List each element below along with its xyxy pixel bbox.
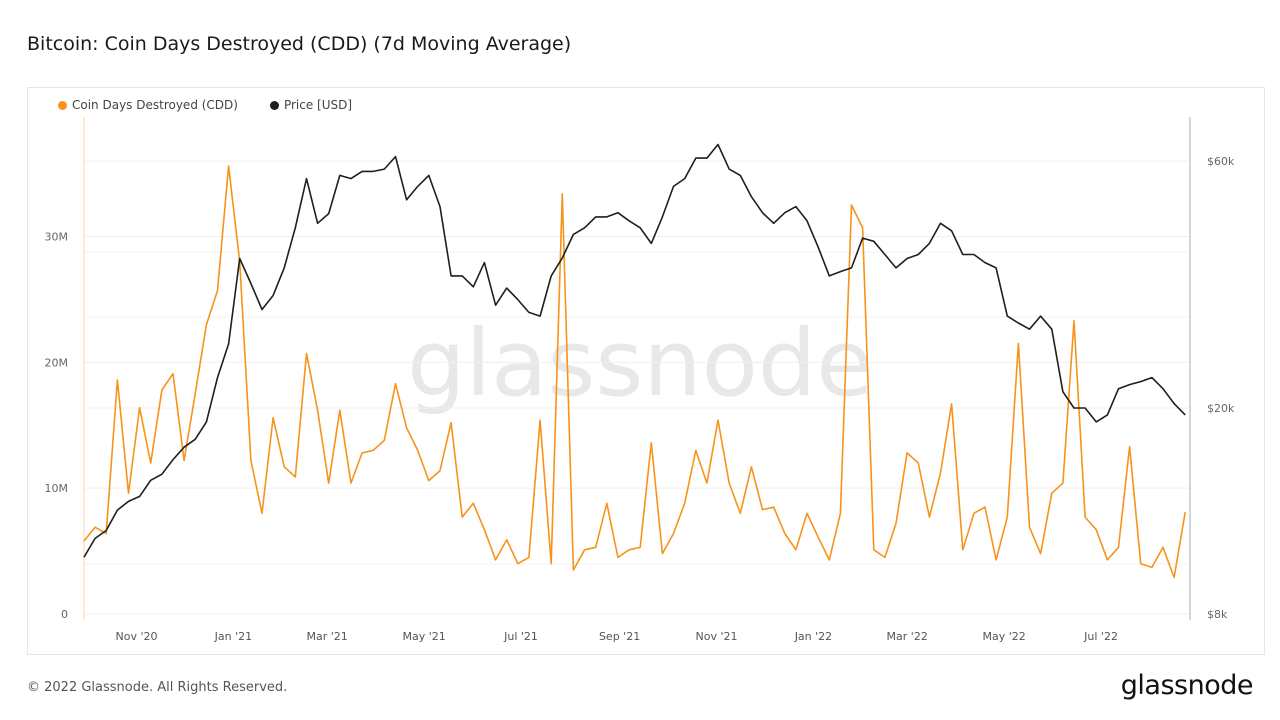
series-line-cdd bbox=[83, 165, 1186, 579]
legend-item-cdd[interactable]: Coin Days Destroyed (CDD) bbox=[58, 98, 238, 112]
y-left-tick-label: 10M bbox=[45, 482, 69, 495]
x-tick-label: Jan '22 bbox=[794, 630, 832, 643]
y-left-tick-label: 0 bbox=[61, 608, 68, 621]
y-left-tick-label: 20M bbox=[45, 356, 69, 369]
legend-label-cdd: Coin Days Destroyed (CDD) bbox=[72, 98, 238, 112]
legend: Coin Days Destroyed (CDD) Price [USD] bbox=[58, 98, 352, 112]
x-tick-label: Jul '22 bbox=[1083, 630, 1118, 643]
y-right-tick-label: $8k bbox=[1207, 608, 1228, 621]
x-tick-label: Sep '21 bbox=[599, 630, 640, 643]
chart-card bbox=[27, 87, 1265, 655]
copyright-footer: © 2022 Glassnode. All Rights Reserved. bbox=[27, 680, 288, 695]
x-tick-label: Mar '22 bbox=[887, 630, 928, 643]
glassnode-logo: glassnode bbox=[1120, 670, 1254, 701]
series-line-price bbox=[83, 143, 1186, 558]
x-tick-label: May '22 bbox=[982, 630, 1025, 643]
x-tick-label: Jan '21 bbox=[214, 630, 252, 643]
x-tick-label: Jul '21 bbox=[503, 630, 538, 643]
y-right-tick-label: $60k bbox=[1207, 155, 1235, 168]
x-tick-label: Nov '21 bbox=[696, 630, 738, 643]
x-tick-label: Nov '20 bbox=[115, 630, 157, 643]
y-left-tick-label: 30M bbox=[45, 231, 69, 244]
x-tick-label: May '21 bbox=[402, 630, 445, 643]
chart-title: Bitcoin: Coin Days Destroyed (CDD) (7d M… bbox=[27, 33, 572, 55]
legend-dot-price-icon bbox=[269, 100, 279, 110]
y-right-tick-label: $20k bbox=[1207, 402, 1235, 415]
legend-item-price[interactable]: Price [USD] bbox=[269, 98, 353, 112]
series-points-price bbox=[83, 144, 1186, 558]
legend-label-price: Price [USD] bbox=[283, 98, 353, 112]
series-points-cdd bbox=[83, 166, 1186, 578]
watermark: glassnode bbox=[407, 310, 873, 417]
legend-dot-cdd-icon bbox=[58, 100, 67, 110]
x-tick-label: Mar '21 bbox=[307, 630, 348, 643]
